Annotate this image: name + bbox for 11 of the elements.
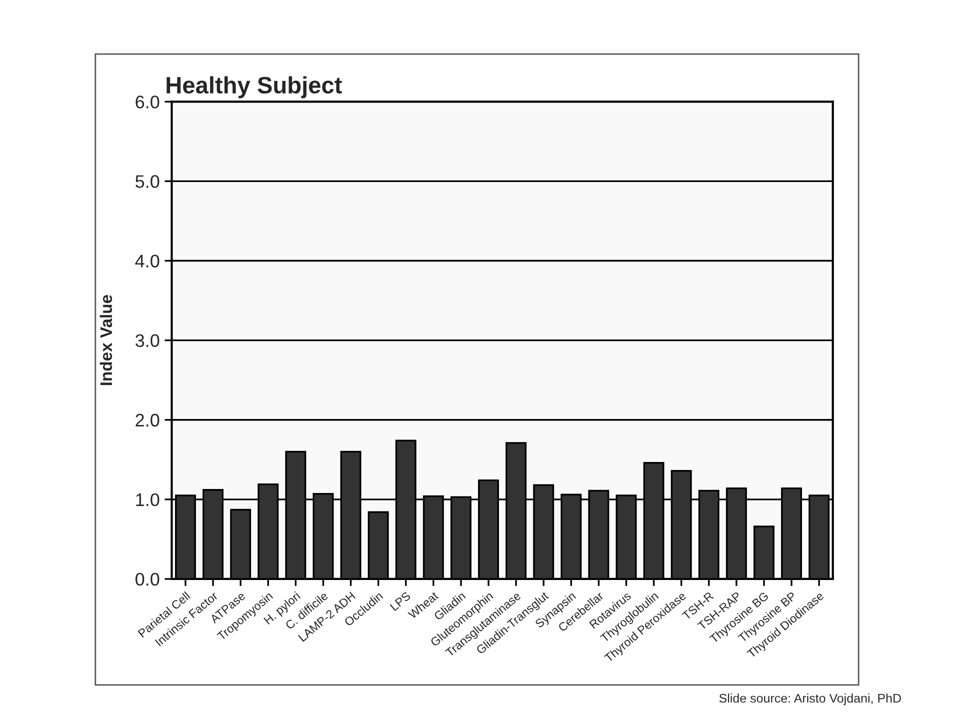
y-tick-label: 0.0 [136, 572, 160, 586]
y-tick-label: 2.0 [136, 414, 160, 427]
text: Slide source: Aristo Vojdani, PhD [719, 693, 901, 706]
chart-title: Healthy Subject [166, 76, 342, 98]
y-tick-label: 5.0 [136, 175, 160, 188]
y-tick-label: 4.0 [135, 254, 160, 268]
y-tick-label: 1.0 [136, 493, 160, 506]
x-tick-label: LPS [390, 591, 412, 612]
y-tick-label: 3.0 [136, 334, 160, 348]
y-axis-title: Index Value [100, 295, 112, 386]
y-tick-label: 6.0 [136, 96, 160, 108]
